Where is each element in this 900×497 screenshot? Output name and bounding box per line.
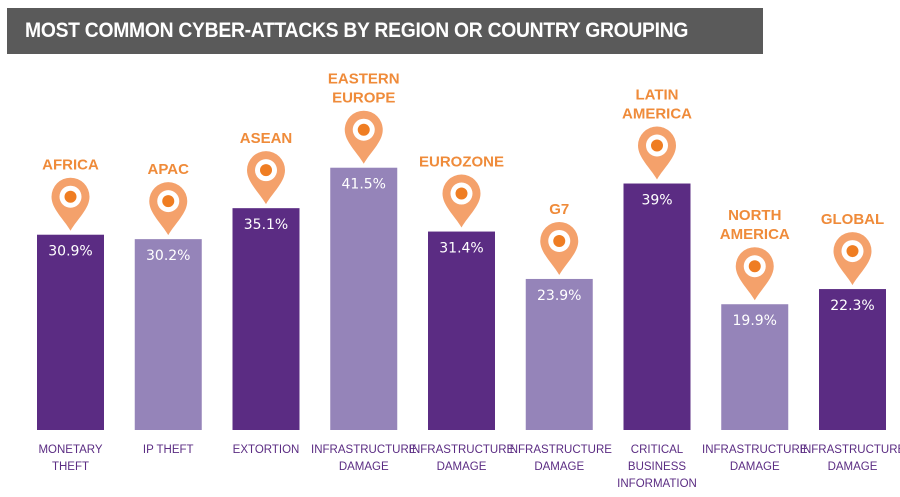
category-label: DAMAGE: [730, 461, 780, 473]
location-pin-icon: [833, 232, 872, 286]
bar-value-label: 19.9%: [733, 313, 777, 329]
pin-dot: [651, 139, 663, 152]
category-label: DAMAGE: [437, 461, 487, 473]
bar-value-label: 30.2%: [146, 248, 190, 264]
category-label: BUSINESS: [628, 461, 686, 473]
pin-dot: [64, 190, 77, 203]
region-label: ASEAN: [240, 130, 293, 147]
category-label: INFORMATION: [617, 478, 697, 490]
region-label: G7: [549, 201, 569, 218]
bar: [232, 208, 300, 430]
location-pin-icon: [638, 126, 676, 180]
pin-dot: [162, 195, 175, 208]
bar-value-label: 30.9%: [48, 244, 92, 260]
region-label: AFRICA: [42, 157, 99, 174]
chart-title: MOST COMMON CYBER-ATTACKS BY REGION OR C…: [25, 19, 689, 42]
category-label: THEFT: [52, 461, 89, 473]
bar-value-label: 23.9%: [537, 288, 581, 304]
bar: [819, 289, 886, 430]
category-label: DAMAGE: [339, 461, 389, 473]
category-label: EXTORTION: [233, 444, 300, 456]
category-label: INFRASTRUCTURE: [702, 444, 808, 456]
location-pin-icon: [149, 182, 188, 236]
pin-dot: [846, 245, 859, 258]
category-label: DAMAGE: [828, 461, 878, 473]
location-pin-icon: [540, 221, 579, 275]
region-label: EUROZONE: [419, 154, 504, 171]
bar: [330, 167, 398, 430]
bar: [134, 239, 202, 430]
bar: [623, 183, 691, 430]
category-label: INFRASTRUCTURE: [800, 444, 900, 456]
pin-dot: [553, 234, 566, 247]
pin-dot: [455, 187, 468, 200]
location-pin-icon: [442, 174, 481, 228]
title-bar: MOST COMMON CYBER-ATTACKS BY REGION OR C…: [7, 8, 763, 54]
bar: [525, 278, 593, 430]
location-pin-icon: [735, 247, 774, 301]
category-label: IP THEFT: [143, 444, 194, 456]
bar-value-label: 41.5%: [342, 177, 386, 193]
location-pin-icon: [247, 151, 285, 205]
region-label: APAC: [148, 161, 190, 178]
region-label: GLOBAL: [821, 211, 884, 228]
category-label: MONETARY: [38, 444, 102, 456]
bar: [37, 234, 104, 430]
bar-value-label: 22.3%: [830, 298, 874, 314]
bar: [428, 231, 495, 430]
pin-dot: [260, 164, 272, 177]
region-label: NORTH: [728, 207, 781, 224]
bar: [721, 304, 789, 430]
category-label: DAMAGE: [534, 461, 584, 473]
region-label: EASTERN: [328, 71, 400, 88]
category-label: INFRASTRUCTURE: [311, 444, 417, 456]
region-label: LATIN: [635, 87, 678, 104]
region-label: AMERICA: [720, 226, 790, 243]
region-label: AMERICA: [622, 106, 692, 123]
bar-value-label: 39%: [641, 193, 672, 209]
region-label: EUROPE: [332, 90, 395, 107]
bar-value-label: 35.1%: [244, 217, 288, 233]
location-pin-icon: [344, 110, 383, 164]
category-label: CRITICAL: [631, 444, 684, 456]
location-pin-icon: [51, 177, 90, 231]
pin-dot: [357, 123, 370, 136]
pin-dot: [748, 260, 761, 273]
category-label: INFRASTRUCTURE: [409, 444, 515, 456]
category-label: INFRASTRUCTURE: [507, 444, 613, 456]
bar-value-label: 31.4%: [439, 241, 483, 257]
